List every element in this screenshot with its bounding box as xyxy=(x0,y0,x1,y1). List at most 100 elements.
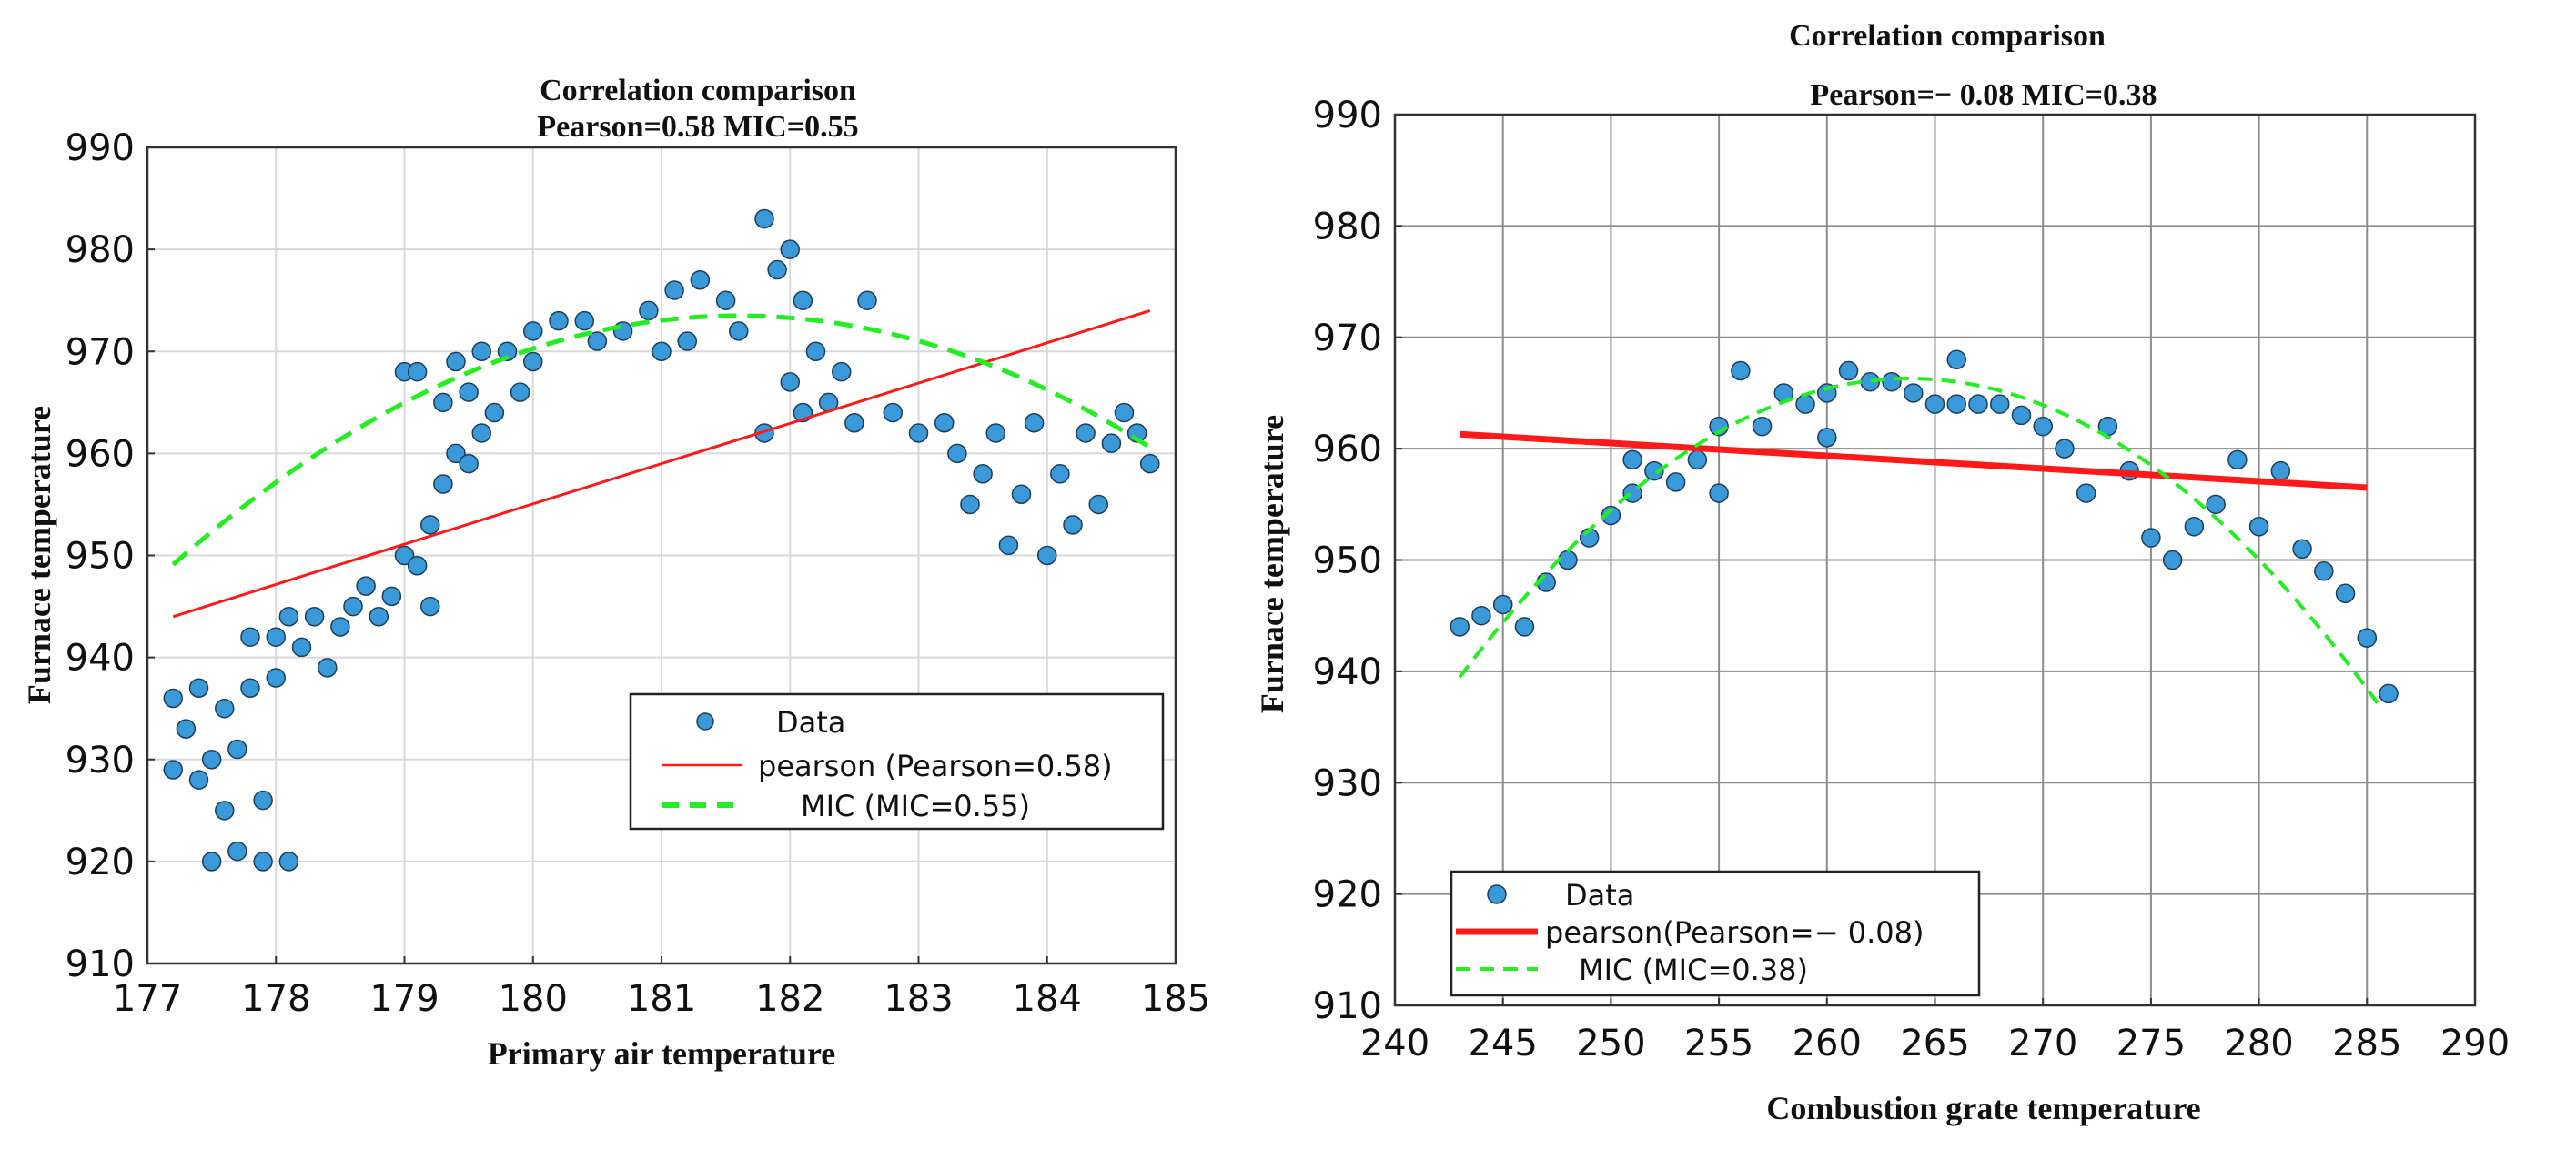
tick-labels: 177 178 179 180 181 182 183 184 185 910 920 930 940 9… xyxy=(66,127,1211,1020)
data-point xyxy=(1450,617,1470,637)
data-point xyxy=(510,382,530,402)
y-tick-label: 970 xyxy=(66,331,135,373)
x-tick-label: 290 xyxy=(2440,1023,2510,1064)
x-tick-label: 177 xyxy=(113,978,182,1020)
data-point xyxy=(2206,494,2226,515)
data-point xyxy=(2011,405,2032,426)
data-point xyxy=(291,637,312,658)
legend-data-label: Data xyxy=(776,705,845,740)
data-point xyxy=(1795,394,1815,414)
data-point xyxy=(2033,416,2053,437)
legend-data-label: Data xyxy=(1565,878,1634,913)
data-point xyxy=(1752,416,1773,437)
data-point xyxy=(433,474,453,494)
legend-mic-label: MIC (MIC=0.38) xyxy=(1579,953,1808,987)
data-point xyxy=(471,341,491,361)
legend-data-marker xyxy=(1487,884,1507,904)
data-point xyxy=(1063,515,1083,535)
x-tick-label: 275 xyxy=(2116,1023,2186,1064)
x-tick-label: 178 xyxy=(241,978,310,1020)
x-axis-label: Combustion grate temperature xyxy=(1766,1090,2200,1126)
mic-fit-curve xyxy=(171,313,1152,567)
data-point xyxy=(1924,394,1945,414)
data-point xyxy=(947,443,967,464)
y-tick-label: 950 xyxy=(66,536,135,578)
data-point xyxy=(240,678,260,699)
data-point xyxy=(446,443,466,464)
data-point xyxy=(278,852,299,872)
data-point xyxy=(729,321,749,341)
data-point xyxy=(369,607,389,627)
y-tick-label: 960 xyxy=(1313,429,1382,470)
data-point xyxy=(767,259,787,280)
x-tick-label: 182 xyxy=(755,978,824,1020)
x-tick-label: 270 xyxy=(2008,1023,2077,1064)
x-axis-label: Primary air temperature xyxy=(488,1035,836,1072)
legend-box xyxy=(1450,870,1981,997)
y-tick-label: 980 xyxy=(1313,206,1382,247)
data-point xyxy=(1037,545,1057,566)
y-tick-label: 910 xyxy=(66,943,135,985)
data-point xyxy=(1114,402,1135,423)
data-point xyxy=(639,300,659,321)
data-point xyxy=(240,627,260,647)
data-point xyxy=(1601,505,1621,526)
data-point xyxy=(1644,460,1664,481)
data-point xyxy=(998,535,1019,556)
data-point xyxy=(1558,550,1578,570)
fit-lines xyxy=(1458,376,2379,705)
data-point xyxy=(266,668,286,688)
x-tick-label: 240 xyxy=(1360,1023,1429,1064)
data-point xyxy=(985,423,1005,443)
data-point xyxy=(2335,583,2356,603)
data-point xyxy=(908,423,929,443)
data-point xyxy=(973,464,993,484)
data-point xyxy=(407,361,428,382)
data-point xyxy=(227,841,247,862)
data-point xyxy=(549,310,569,331)
data-point xyxy=(2227,449,2248,470)
x-tick-label: 179 xyxy=(369,978,439,1020)
legend: Data pearson (Pearson=0.58) MIC (MIC=0.5… xyxy=(629,692,1165,831)
data-point xyxy=(394,545,415,566)
data-point xyxy=(2357,628,2378,648)
data-point xyxy=(278,607,299,627)
data-point xyxy=(227,739,247,760)
data-point xyxy=(1946,394,1966,414)
data-point xyxy=(1687,449,1708,470)
x-tick-label: 280 xyxy=(2224,1023,2293,1064)
data-point xyxy=(574,310,594,331)
data-point xyxy=(1946,349,1966,369)
data-point xyxy=(471,423,491,443)
data-point xyxy=(330,617,350,637)
y-tick-label: 990 xyxy=(66,127,135,169)
x-tick-label: 185 xyxy=(1141,978,1210,1020)
y-tick-label: 910 xyxy=(1313,985,1382,1027)
x-tick-label: 181 xyxy=(627,978,696,1020)
data-point xyxy=(356,576,376,596)
legend: Data pearson(Pearson=− 0.08) MIC (MIC=0.… xyxy=(1450,870,1981,997)
fit-lines xyxy=(171,308,1152,619)
data-point xyxy=(2076,483,2096,503)
data-point xyxy=(201,750,222,770)
x-tick-label: 183 xyxy=(884,978,953,1020)
data-point xyxy=(163,760,183,780)
data-point xyxy=(1492,594,1513,615)
data-point xyxy=(883,402,903,423)
data-point xyxy=(2270,460,2291,481)
y-axis-label: Furnace temperature xyxy=(1254,415,1290,713)
data-point xyxy=(459,382,479,402)
data-point xyxy=(201,852,222,872)
data-point xyxy=(1665,472,1686,492)
data-point xyxy=(1140,453,1160,474)
data-point xyxy=(844,412,864,433)
data-point xyxy=(652,341,672,361)
y-tick-label: 960 xyxy=(66,433,135,475)
data-point xyxy=(215,801,235,821)
data-point xyxy=(1050,464,1070,484)
data-point xyxy=(1101,433,1122,453)
data-point xyxy=(523,321,543,341)
data-point xyxy=(266,627,286,647)
chart-subtitle: Pearson=− 0.08 MIC=0.38 xyxy=(1810,78,2157,112)
